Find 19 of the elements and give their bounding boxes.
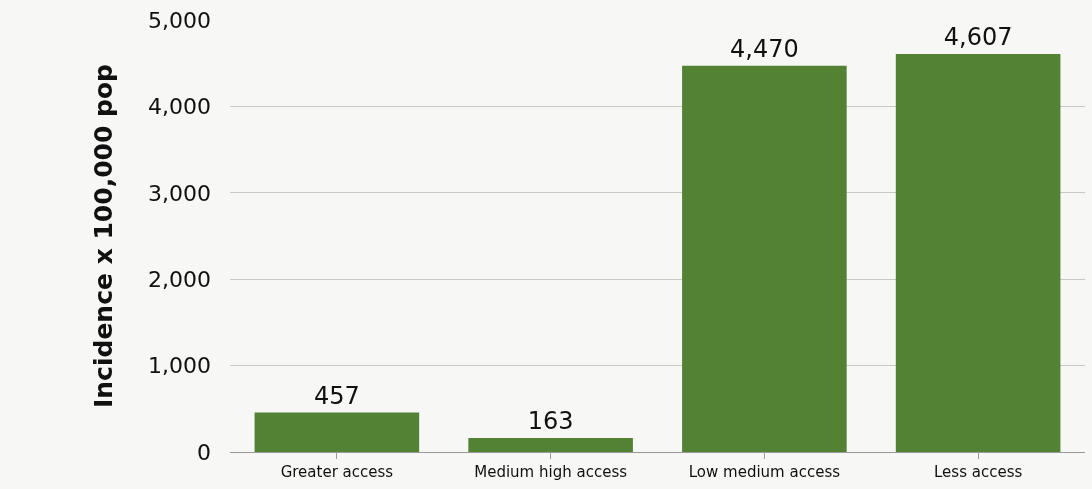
y-tick-label: 0: [197, 439, 211, 465]
data-label: 4,470: [730, 34, 799, 63]
y-tick-label: 4,000: [148, 94, 211, 120]
y-axis-title: Incidence x 100,000 pop: [88, 64, 118, 408]
x-tick-label: Medium high access: [474, 463, 628, 481]
y-tick-label: 1,000: [148, 353, 211, 379]
bar: [468, 437, 633, 452]
x-tick-label: Greater access: [280, 463, 394, 481]
bar: [895, 53, 1061, 452]
bar: [254, 412, 420, 452]
x-tick-label: Less access: [934, 463, 1023, 481]
bar: [682, 65, 847, 452]
y-tick-label: 3,000: [148, 180, 211, 206]
data-label: 163: [527, 406, 574, 435]
data-label: 457: [313, 381, 360, 410]
x-tick-label: Low medium access: [688, 463, 841, 481]
data-label: 4,607: [943, 22, 1013, 51]
y-tick-label: 5,000: [148, 7, 211, 33]
y-tick-label: 2,000: [148, 266, 211, 292]
